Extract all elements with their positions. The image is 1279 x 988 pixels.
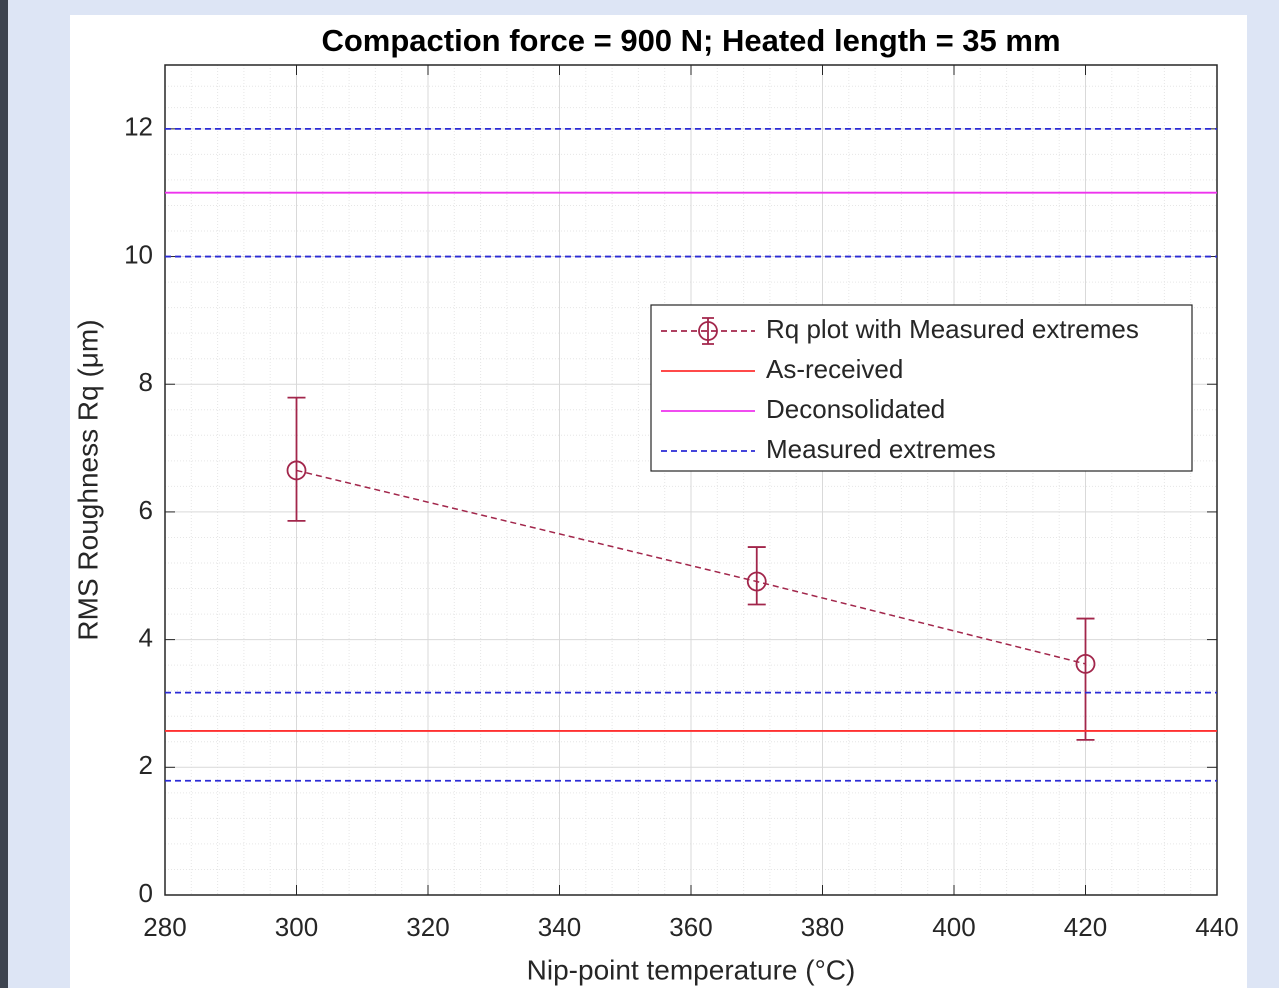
legend-swatch (698, 321, 718, 341)
x-tick-label: 360 (669, 912, 712, 942)
legend-label: Deconsolidated (766, 394, 945, 424)
side-strip (0, 0, 8, 988)
y-tick-label: 4 (139, 622, 153, 652)
figure-panel (70, 15, 1247, 988)
x-tick-label: 280 (143, 912, 186, 942)
data-point (286, 460, 307, 481)
legend-box (650, 304, 1193, 472)
chart-title: Compaction force = 900 N; Heated length … (321, 23, 1060, 58)
x-tick-label: 320 (406, 912, 449, 942)
data-point (746, 571, 767, 592)
error-bar (747, 546, 766, 606)
x-tick-label: 380 (801, 912, 844, 942)
legend-label: As-received (766, 354, 903, 384)
x-tick-label: 400 (932, 912, 975, 942)
y-tick-label: 8 (139, 367, 153, 397)
x-tick-label: 420 (1064, 912, 1107, 942)
x-axis-label: Nip-point temperature (°C) (527, 954, 856, 985)
legend-label: Measured extremes (766, 434, 996, 464)
y-tick-label: 2 (139, 750, 153, 780)
legend-label: Rq plot with Measured extremes (766, 314, 1139, 344)
y-tick-label: 6 (139, 495, 153, 525)
axes-box (164, 64, 1218, 896)
error-bar (287, 396, 306, 522)
y-tick-label: 0 (139, 878, 153, 908)
x-tick-label: 440 (1195, 912, 1238, 942)
data-point (1075, 653, 1096, 674)
y-tick-label: 10 (124, 239, 153, 269)
x-tick-label: 340 (538, 912, 581, 942)
error-bar (1076, 617, 1095, 741)
x-tick-label: 300 (275, 912, 318, 942)
y-axis-label: RMS Roughness Rq (μm) (72, 319, 103, 640)
y-tick-label: 12 (124, 112, 153, 142)
